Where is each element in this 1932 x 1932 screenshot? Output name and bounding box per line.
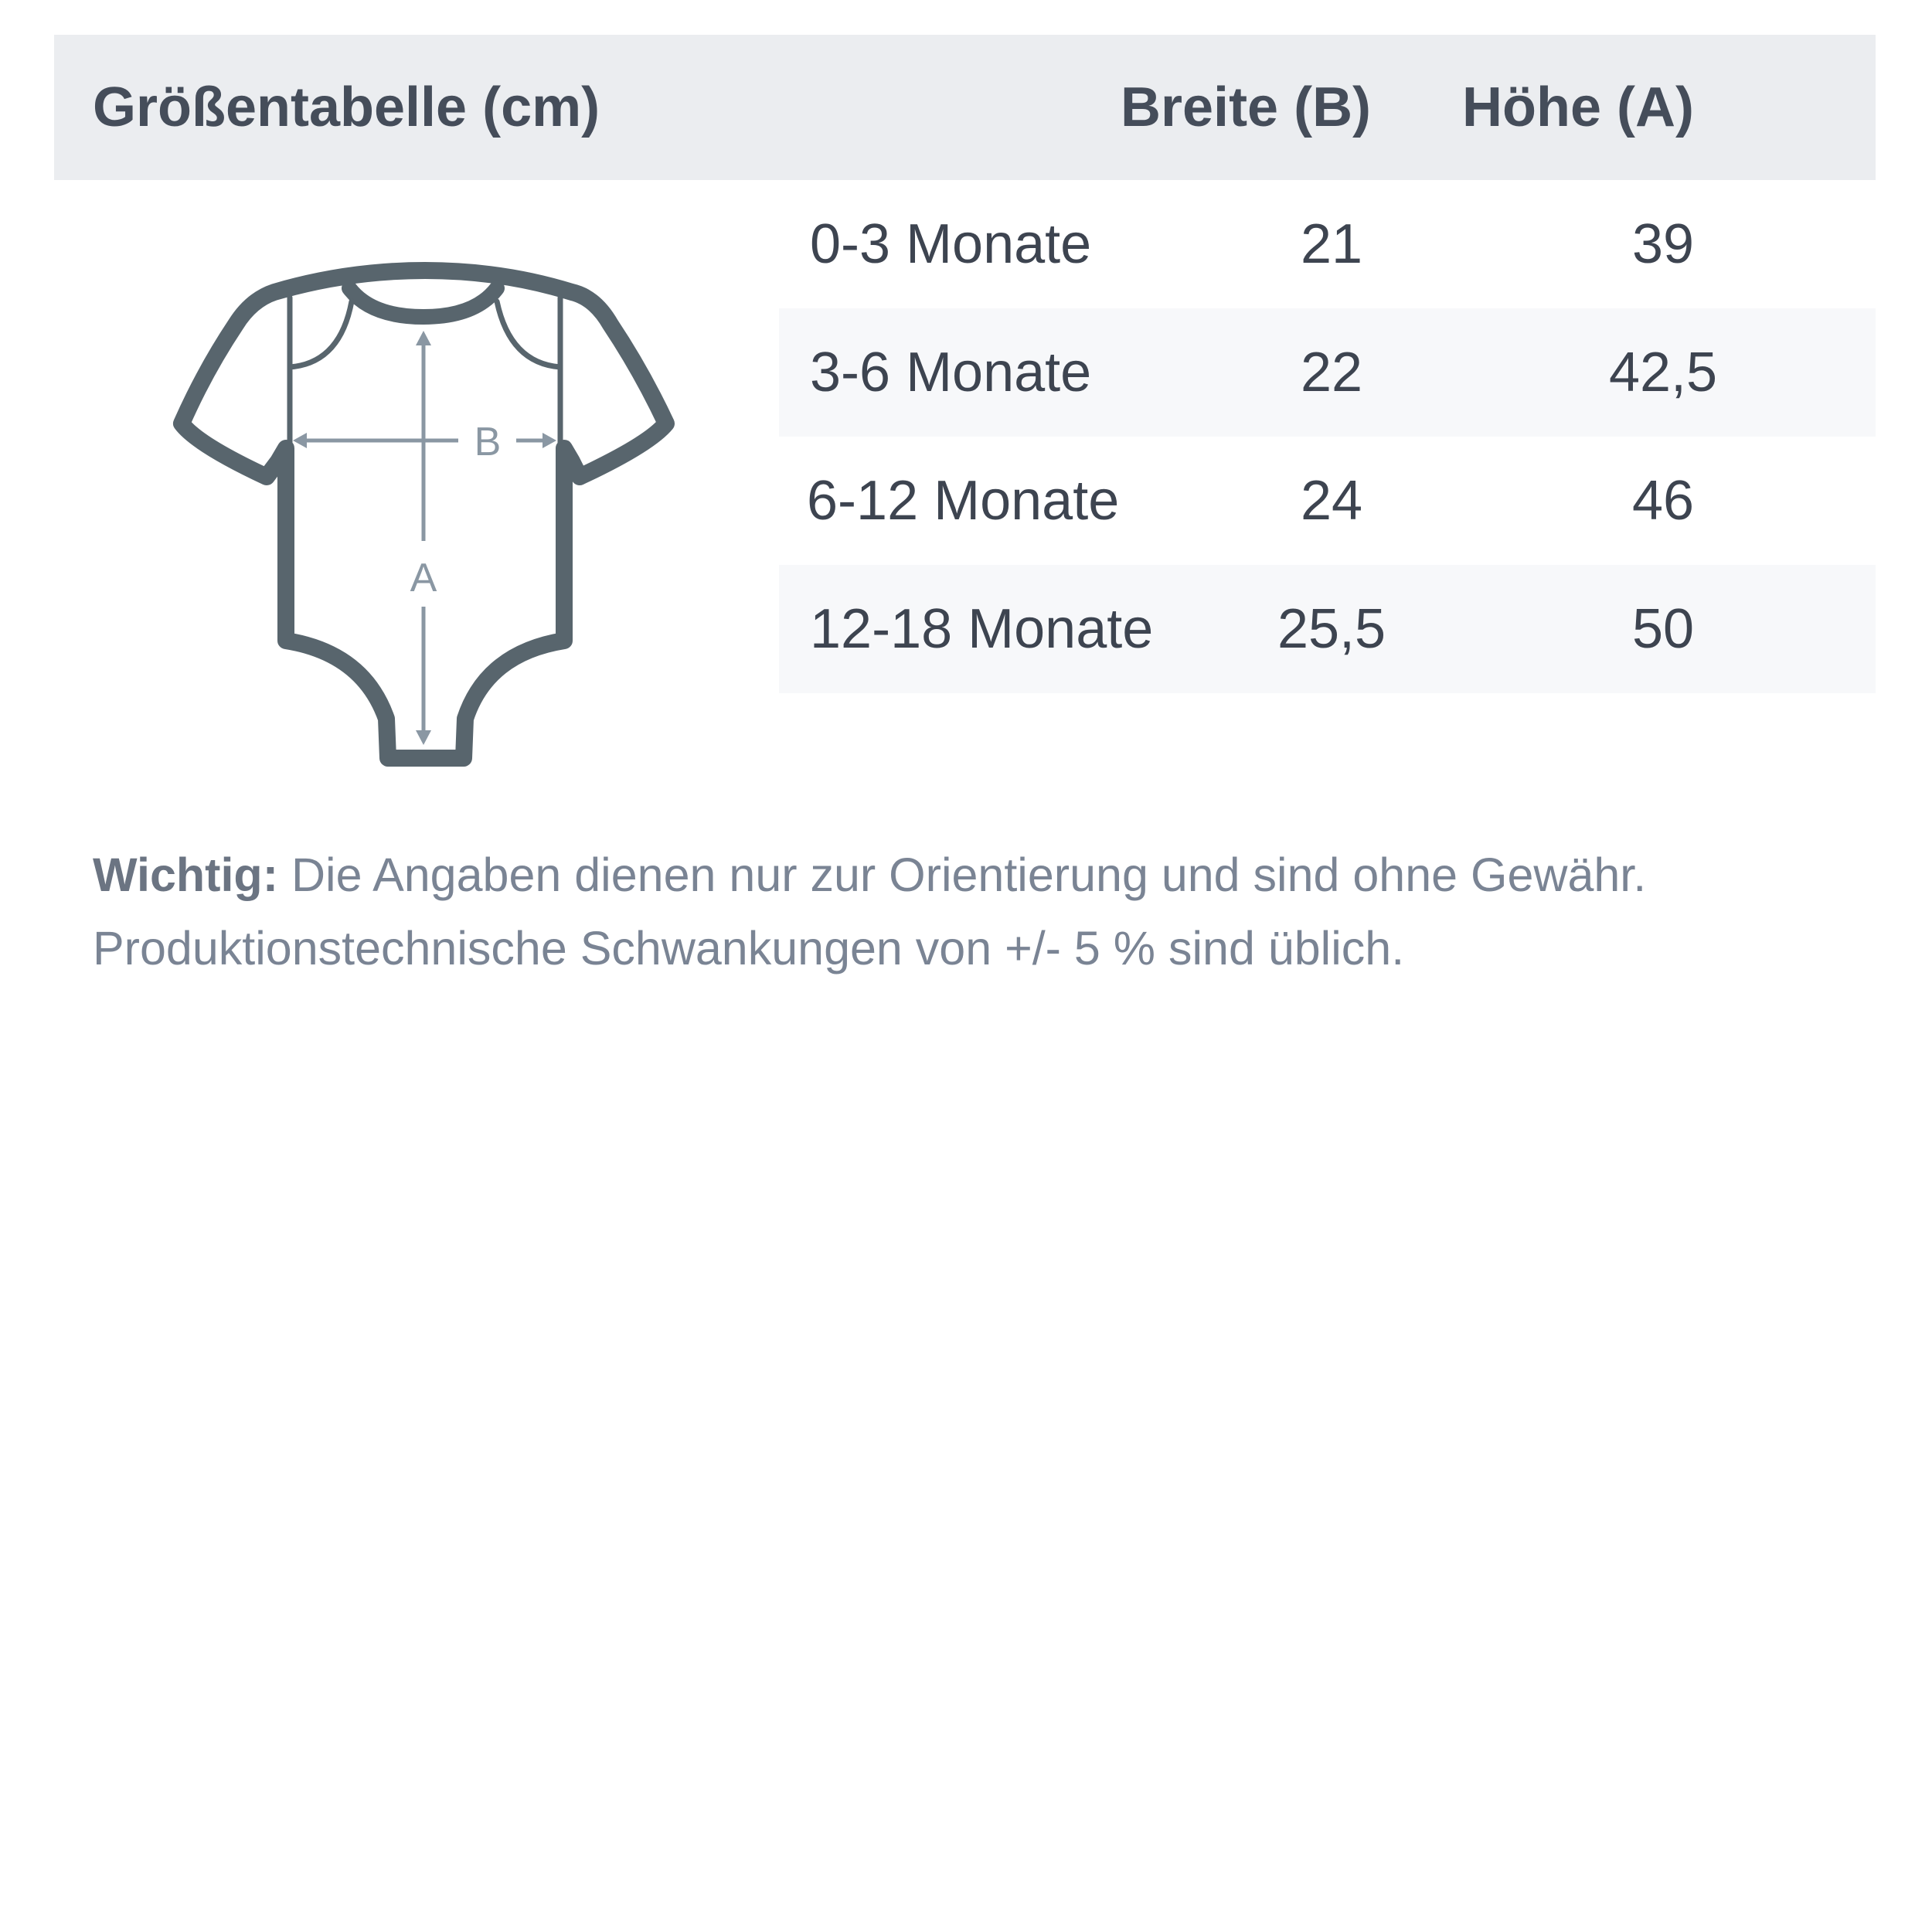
- baby-bodysuit-diagram: B A: [173, 262, 675, 767]
- note-label: Wichtig:: [93, 849, 279, 901]
- column-header-width: Breite (B): [1121, 77, 1372, 138]
- neckline: [342, 281, 505, 325]
- right-seam: [494, 294, 563, 451]
- height-value: 39: [1631, 213, 1695, 275]
- size-cell: 0-3 Monate: [810, 213, 1092, 275]
- size-cell: 3-6 Monate: [810, 342, 1092, 403]
- size-cell: 12-18 Monate: [810, 598, 1154, 660]
- size-cell: 6-12 Monate: [807, 470, 1120, 532]
- bodysuit-outline: [173, 262, 675, 767]
- arrow-up-icon: [416, 331, 431, 345]
- height-value: 42,5: [1608, 342, 1718, 403]
- width-value: 21: [1300, 213, 1363, 275]
- table-header: Größentabelle (cm) Breite (B) Höhe (A): [54, 35, 1876, 180]
- label-b: B: [474, 420, 502, 464]
- arrow-left-icon: [293, 433, 307, 448]
- disclaimer-note: Wichtig: Die Angaben dienen nur zur Orie…: [93, 838, 1870, 985]
- column-header-height: Höhe (A): [1462, 77, 1694, 138]
- height-value: 50: [1631, 598, 1695, 660]
- width-value: 24: [1300, 470, 1363, 532]
- table-row: 3-6 Monate 22 42,5: [779, 308, 1876, 437]
- width-value: 25,5: [1277, 598, 1386, 660]
- label-a: A: [410, 556, 437, 600]
- table-row: 0-3 Monate 21 39: [779, 180, 1876, 308]
- table-row: 6-12 Monate 24 46: [779, 437, 1876, 565]
- note-text: Die Angaben dienen nur zur Orientierung …: [93, 849, 1647, 975]
- arrow-right-icon: [543, 433, 556, 448]
- arrow-down-icon: [416, 730, 431, 745]
- width-value: 22: [1300, 342, 1363, 403]
- left-seam: [287, 294, 355, 451]
- height-value: 46: [1631, 470, 1695, 532]
- table-row: 12-18 Monate 25,5 50: [779, 565, 1876, 693]
- table-title: Größentabelle (cm): [93, 77, 600, 138]
